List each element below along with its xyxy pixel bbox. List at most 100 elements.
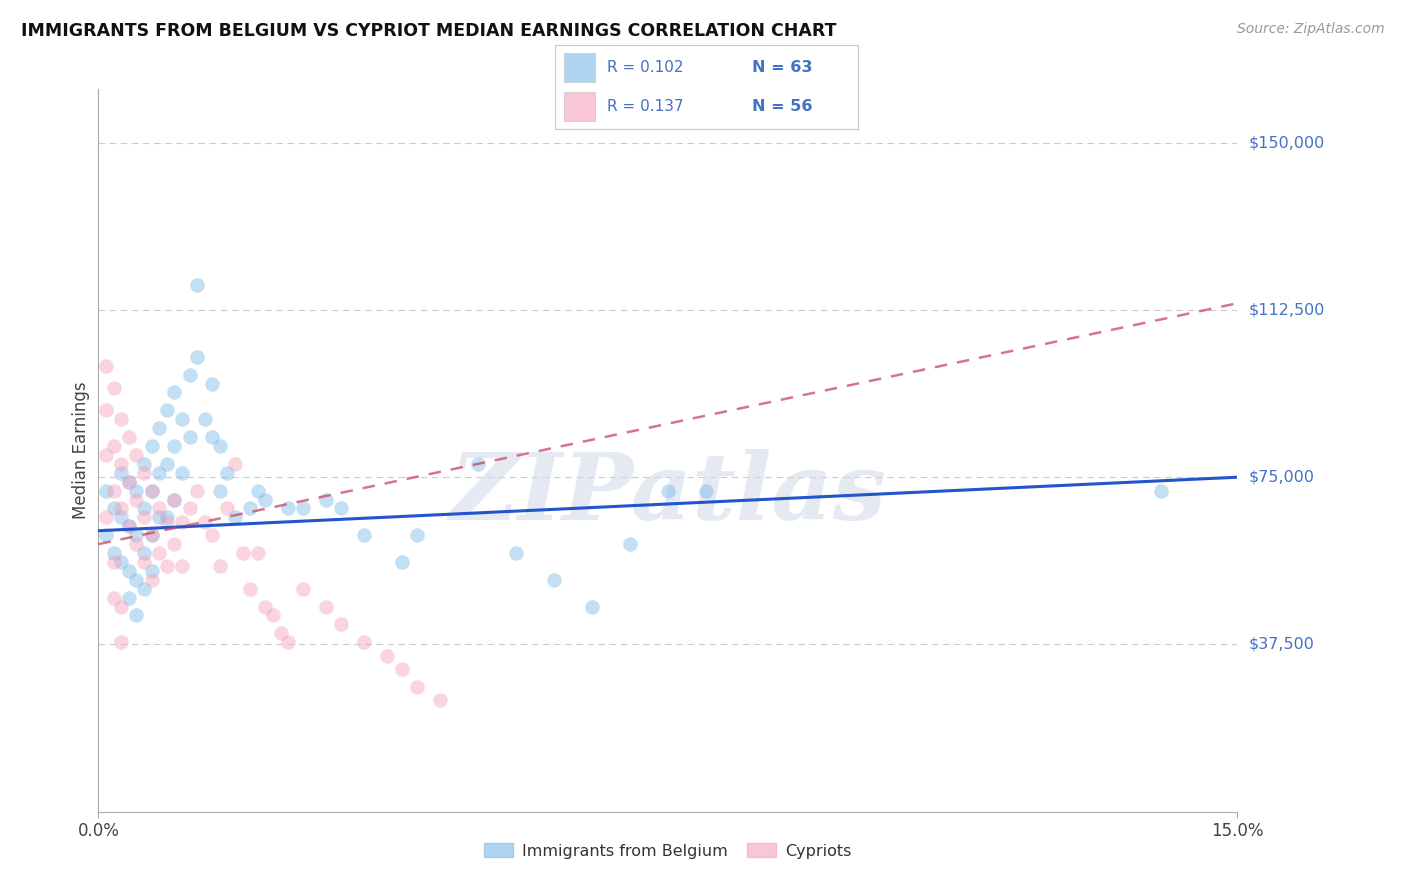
Point xyxy=(163,439,186,453)
Point xyxy=(103,501,125,516)
Point xyxy=(141,483,163,498)
Point xyxy=(132,555,155,569)
Point xyxy=(148,466,170,480)
Text: IMMIGRANTS FROM BELGIUM VS CYPRIOT MEDIAN EARNINGS CORRELATION CHART: IMMIGRANTS FROM BELGIUM VS CYPRIOT MEDIA… xyxy=(21,22,837,40)
Point xyxy=(94,448,117,462)
Point xyxy=(239,501,262,516)
Point xyxy=(217,501,239,516)
Point xyxy=(186,278,208,293)
Point xyxy=(125,448,148,462)
Point xyxy=(657,483,679,498)
Point xyxy=(110,510,132,524)
Y-axis label: Median Earnings: Median Earnings xyxy=(72,382,90,519)
Point xyxy=(118,475,141,489)
Point xyxy=(375,648,398,663)
Point xyxy=(141,564,163,578)
Point xyxy=(110,635,132,649)
Point xyxy=(353,635,375,649)
Point xyxy=(156,515,179,529)
Point xyxy=(118,564,141,578)
Text: N = 56: N = 56 xyxy=(752,99,813,114)
Point xyxy=(141,483,163,498)
Point xyxy=(186,483,208,498)
Point xyxy=(94,403,117,417)
Point xyxy=(277,635,299,649)
Point xyxy=(132,457,155,471)
Point xyxy=(695,483,717,498)
Point xyxy=(148,501,170,516)
Point xyxy=(118,519,141,533)
Point xyxy=(194,515,217,529)
Point xyxy=(156,510,179,524)
Point xyxy=(163,492,186,507)
Point xyxy=(103,483,125,498)
Text: ZIPatlas: ZIPatlas xyxy=(450,449,886,539)
Point xyxy=(148,421,170,435)
Point xyxy=(125,537,148,551)
Bar xyxy=(564,92,595,120)
Point xyxy=(156,457,179,471)
Point xyxy=(118,475,141,489)
Point xyxy=(315,599,337,614)
Point xyxy=(330,501,353,516)
Point xyxy=(254,492,277,507)
Point xyxy=(217,466,239,480)
Text: R = 0.102: R = 0.102 xyxy=(607,60,683,75)
Point xyxy=(141,439,163,453)
Point xyxy=(141,528,163,542)
Point xyxy=(110,457,132,471)
Point xyxy=(94,510,117,524)
Point xyxy=(429,693,451,707)
Point xyxy=(148,546,170,560)
Point xyxy=(170,412,193,426)
Point xyxy=(141,573,163,587)
Point xyxy=(163,385,186,400)
Text: $75,000: $75,000 xyxy=(1249,470,1315,484)
Point xyxy=(103,546,125,560)
Text: $150,000: $150,000 xyxy=(1249,136,1324,150)
Text: N = 63: N = 63 xyxy=(752,60,813,75)
Point xyxy=(246,483,269,498)
Point xyxy=(141,528,163,542)
Point xyxy=(156,559,179,574)
Legend: Immigrants from Belgium, Cypriots: Immigrants from Belgium, Cypriots xyxy=(478,837,858,865)
Point xyxy=(170,466,193,480)
Bar xyxy=(564,54,595,82)
Point xyxy=(110,466,132,480)
Text: Source: ZipAtlas.com: Source: ZipAtlas.com xyxy=(1237,22,1385,37)
Point xyxy=(581,599,603,614)
Point xyxy=(353,528,375,542)
Point xyxy=(186,350,208,364)
Point xyxy=(262,608,284,623)
Point xyxy=(201,376,224,391)
Point xyxy=(94,528,117,542)
Point xyxy=(125,528,148,542)
Point xyxy=(315,492,337,507)
Point xyxy=(505,546,527,560)
Point xyxy=(391,662,413,676)
Point xyxy=(201,528,224,542)
Point xyxy=(132,582,155,596)
Point xyxy=(132,510,155,524)
Point xyxy=(103,591,125,605)
Point xyxy=(224,457,246,471)
Point xyxy=(406,680,429,694)
Text: $37,500: $37,500 xyxy=(1249,637,1315,652)
Point xyxy=(156,403,179,417)
Point xyxy=(110,599,132,614)
Point xyxy=(619,537,641,551)
Point xyxy=(170,515,193,529)
Point xyxy=(110,555,132,569)
Point xyxy=(208,483,231,498)
Point xyxy=(246,546,269,560)
Point xyxy=(170,559,193,574)
Point xyxy=(110,412,132,426)
Point xyxy=(132,466,155,480)
Point xyxy=(224,510,246,524)
Point xyxy=(179,368,201,382)
Point xyxy=(270,626,292,640)
Point xyxy=(118,591,141,605)
Point xyxy=(125,608,148,623)
Point xyxy=(232,546,254,560)
Point xyxy=(118,519,141,533)
